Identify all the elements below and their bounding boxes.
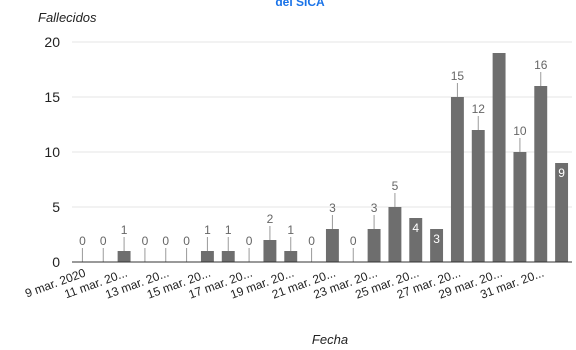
data-label: 2: [267, 212, 274, 226]
data-label: 3: [433, 232, 440, 246]
bar: [534, 86, 548, 262]
data-label: 15: [451, 69, 465, 83]
data-label: 0: [183, 234, 190, 248]
data-label: 5: [392, 179, 399, 193]
y-tick-labels: 0 5 10 15 20: [44, 34, 60, 270]
bar: [221, 251, 235, 262]
bar: [263, 240, 277, 262]
bar: [200, 251, 214, 262]
data-label: 0: [350, 234, 357, 248]
data-label: 0: [142, 234, 149, 248]
bars: [117, 53, 569, 262]
bar: [388, 207, 402, 262]
data-label: 1: [225, 223, 232, 237]
bar: [284, 251, 298, 262]
data-label: 16: [534, 58, 548, 72]
y-tick-label: 5: [52, 199, 60, 215]
data-label: 0: [246, 234, 253, 248]
bar: [555, 163, 569, 262]
data-label: 10: [513, 124, 527, 138]
data-label: 0: [308, 234, 315, 248]
data-label: 9: [558, 166, 565, 180]
bar: [513, 152, 527, 262]
data-label: 3: [371, 201, 378, 215]
data-label: 4: [412, 221, 419, 235]
y-tick-label: 20: [44, 34, 60, 50]
bar: [471, 130, 485, 262]
data-label: 3: [329, 201, 336, 215]
bar: [450, 97, 464, 262]
y-tick-label: 15: [44, 89, 60, 105]
y-tick-label: 10: [44, 144, 60, 160]
y-tick-label: 0: [52, 254, 60, 270]
data-label: 12: [472, 102, 486, 116]
bar: [325, 229, 339, 262]
chart-title: del SICA: [275, 0, 325, 9]
data-label: 1: [287, 223, 294, 237]
data-label: 0: [79, 234, 86, 248]
bar: [492, 53, 506, 262]
bar: [430, 229, 444, 262]
label-leader-lines: [81, 72, 542, 262]
data-label: 1: [121, 223, 128, 237]
y-axis-title: Fallecidos: [38, 10, 97, 25]
data-label: 0: [100, 234, 107, 248]
bar: [409, 218, 423, 262]
bar: [117, 251, 131, 262]
data-label: 0: [162, 234, 169, 248]
x-axis-title: Fecha: [312, 332, 348, 347]
data-label: 1: [204, 223, 211, 237]
bar: [367, 229, 381, 262]
